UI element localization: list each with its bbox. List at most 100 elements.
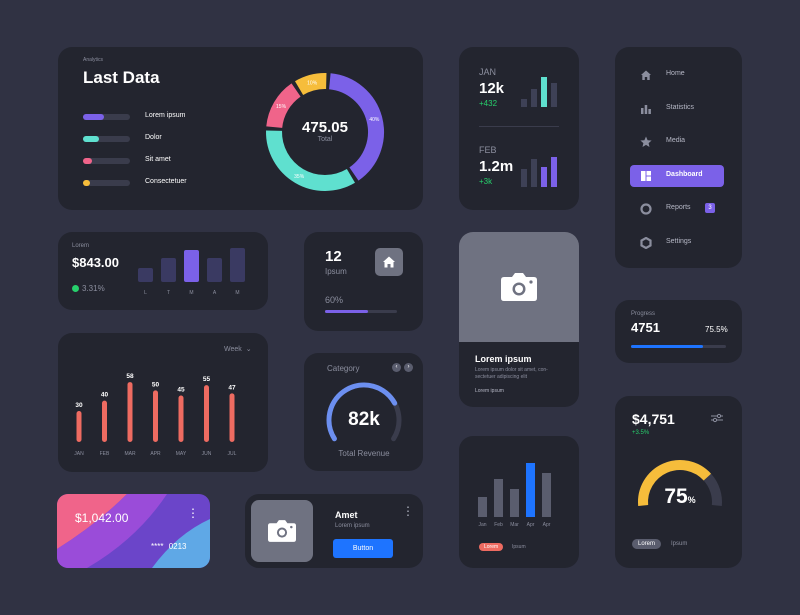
week-bar-label: MAY (176, 451, 187, 457)
chevron-left-icon: ‹ (395, 364, 398, 370)
balance-change: +3.5% (632, 430, 650, 436)
week-bar-value: 55 (203, 376, 211, 383)
day-label: T (166, 290, 171, 296)
month-bar-label: Mar (510, 522, 519, 528)
day-label: A (212, 290, 217, 296)
star-icon (640, 136, 652, 147)
month-bar-label: Jan (478, 522, 486, 528)
card-more-button[interactable]: ⋮ (187, 507, 199, 519)
feb-delta: +3k (479, 177, 493, 186)
week-bar (178, 395, 184, 442)
legend-chip-ipsum[interactable]: Ipsum (512, 544, 526, 550)
photo-link[interactable]: Lorem ipsum (475, 388, 504, 394)
last-data-card: Analytics Last Data Lorem ipsum Dolor Sit … (58, 47, 423, 210)
profile-more-button[interactable]: ⋮ (402, 504, 414, 518)
legend-label: Lorem ipsum (145, 112, 186, 119)
week-bar-label: JUL (228, 451, 237, 457)
mini-bar (551, 83, 557, 107)
balance-legend-ipsum[interactable]: Ipsum (671, 541, 688, 547)
ipsum-progress-fill (325, 310, 369, 313)
week-bar-value: 45 (177, 387, 185, 394)
hexagon-icon (640, 236, 652, 249)
week-bar-value: 47 (228, 384, 236, 391)
ipsum-count: 12 (325, 248, 342, 265)
revenue-value: $843.00 (72, 255, 119, 270)
legend-track (83, 158, 130, 164)
gauge-fill (638, 460, 712, 506)
balance-legend-lorem[interactable]: Lorem (632, 539, 662, 549)
legend-chip-lorem[interactable]: Lorem (479, 543, 504, 551)
filter-settings-button[interactable] (711, 413, 723, 423)
sidebar-item-dashboard[interactable]: Dashboard (630, 164, 724, 187)
more-vertical-icon: ⋮ (402, 504, 414, 518)
card-title: Last Data (83, 68, 160, 87)
revenue-bar (184, 250, 199, 282)
legend-label: Sit amet (145, 156, 171, 163)
feb-value: 1.2m (479, 158, 514, 175)
camera-icon (268, 520, 296, 542)
sidebar-item-reports[interactable]: Reports 3 (630, 198, 724, 220)
balance-gauge (638, 460, 722, 506)
bank-card[interactable]: $1,042.00 ⋮ **** 0213 (57, 494, 210, 568)
donut-value: 475.05 (302, 119, 348, 136)
sidebar-item-statistics[interactable]: Statistics (630, 98, 724, 120)
category-card: Category ‹ › 82k Total Revenue (304, 353, 423, 471)
donut-label: Total (317, 136, 333, 143)
donut-slice-label: 15% (276, 104, 287, 110)
week-bar-label: JUN (202, 451, 212, 457)
chevron-down-icon: ⌄ (245, 346, 252, 353)
week-bar-value: 50 (152, 381, 160, 388)
legend-track (83, 180, 130, 186)
month-bar-chart: Jan Feb Mar Apr Apr (478, 463, 551, 528)
jan-mini-bars (521, 77, 557, 107)
legend-track (83, 136, 130, 142)
card-number: **** 0213 (151, 542, 186, 551)
legend-item: Dolor (83, 134, 243, 144)
mini-bar (541, 167, 547, 187)
legend-item: Sit amet (83, 156, 243, 166)
home-icon (641, 70, 651, 80)
chevron-right-icon: › (407, 364, 410, 370)
photo-placeholder (459, 232, 579, 342)
donut-chart: 40% 35% 15% 10% (266, 73, 384, 191)
card-balance: $1,042.00 (75, 511, 129, 525)
month-bar (478, 497, 487, 517)
card-kicker: Analytics (83, 57, 104, 63)
week-bar-label: JAN (74, 451, 84, 457)
sidebar-item-media[interactable]: Media (630, 131, 724, 153)
camera-icon (501, 273, 537, 301)
week-bar-value: 58 (126, 373, 134, 380)
category-title: Category (327, 364, 360, 373)
profile-action-button[interactable]: Button (333, 539, 393, 558)
week-bar-value: 30 (75, 402, 83, 409)
gauge-unit: % (687, 495, 696, 505)
sidebar-item-label: Reports (666, 204, 691, 211)
week-bar (127, 382, 133, 442)
home-button[interactable] (375, 248, 403, 276)
sidebar-item-label: Settings (666, 237, 692, 245)
revenue-change-dot (72, 285, 79, 292)
sidebar-item-label: Home (666, 70, 685, 77)
sidebar-item-home[interactable]: Home (630, 64, 724, 86)
category-gauge (326, 382, 402, 442)
progress-track (631, 345, 726, 348)
jan-delta: +432 (479, 99, 498, 108)
week-bar (229, 393, 235, 442)
week-filter-dropdown[interactable]: Week ⌄ (224, 345, 252, 353)
prev-button[interactable]: ‹ (392, 363, 401, 372)
mini-bar (521, 169, 527, 187)
legend-label: Consectetuer (145, 178, 187, 185)
ipsum-card: 12 Ipsum 60% (304, 232, 423, 331)
legend-swatch (83, 114, 105, 120)
week-chart-card: Week ⌄ 30 JAN 40 FEB 58 MAR 50 APR 45 MAY 55 JUN 47 J… (58, 333, 268, 472)
sidebar-item-settings[interactable]: Settings (630, 232, 724, 254)
week-bar (153, 390, 158, 442)
next-button[interactable]: › (404, 363, 413, 372)
photo-body: Lorem ipsum dolor sit amet, con- sectetu… (475, 367, 548, 380)
month-bar (510, 489, 519, 517)
progress-percent: 75.5% (705, 325, 728, 334)
category-value: 82k (348, 409, 380, 430)
circle-icon (640, 203, 652, 215)
revenue-bar (161, 258, 176, 282)
progress-value: 4751 (631, 320, 660, 335)
